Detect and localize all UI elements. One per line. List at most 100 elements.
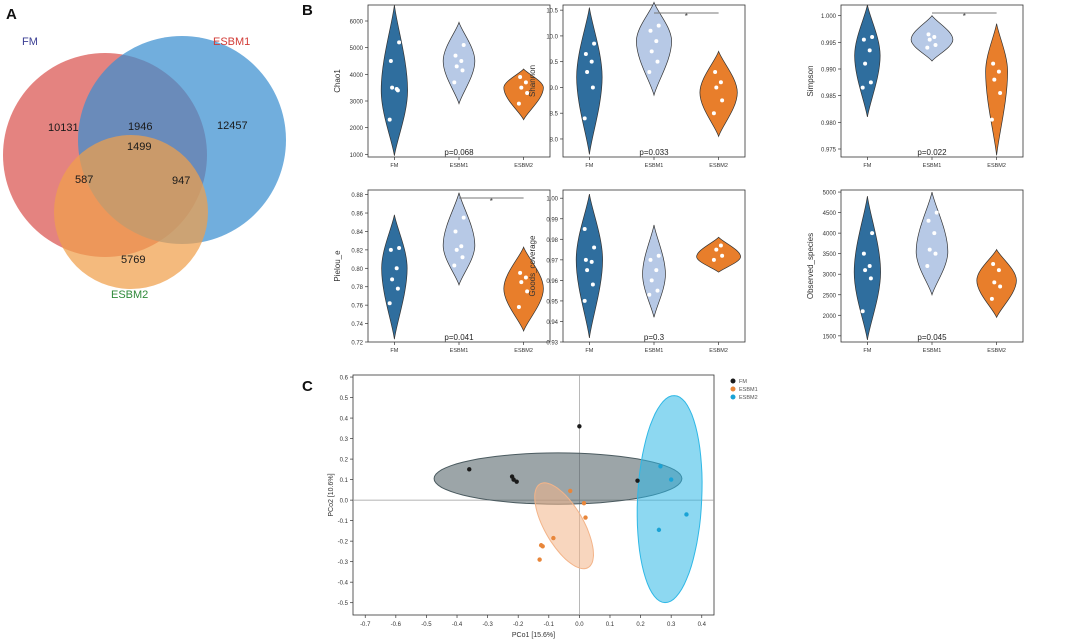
y-tick-label: 5000: [350, 46, 364, 52]
data-point: [926, 218, 931, 223]
x-tick-label: -0.5: [421, 622, 432, 628]
x-tick-label-esbm1: ESBM1: [923, 348, 942, 354]
data-point: [989, 117, 994, 122]
violin-fm: [853, 196, 881, 341]
venn-diagram: FM ESBM1 ESBM2 10131 12457 5769 1946 587 947 1499: [3, 36, 286, 301]
y-tick-label: 0.985: [821, 94, 837, 100]
x-tick-label-esbm1: ESBM1: [450, 348, 469, 354]
data-point: [592, 41, 597, 46]
x-tick-label: -0.4: [452, 622, 463, 628]
y-tick-label: 0.88: [351, 193, 363, 199]
y-tick-label: 0.3: [340, 437, 349, 443]
data-point: [720, 98, 725, 103]
data-point: [388, 59, 393, 63]
y-tick-label: -0.2: [338, 539, 349, 545]
data-point: [998, 284, 1003, 289]
point-esbm1: [551, 535, 556, 541]
point-esbm1: [537, 557, 542, 562]
violin-plot-observed-species: 1500 2000 2500 3000 3500 4000 4500 5000 Observed…: [806, 189, 1024, 354]
data-point: [397, 40, 402, 45]
venn-set-label-fm: FM: [22, 36, 38, 48]
y-tick-label: 0.93: [546, 341, 558, 347]
x-tick-label-fm: FM: [863, 348, 871, 354]
y-tick-label: 9.0: [550, 86, 559, 92]
y-tick-label: 0.96: [546, 279, 558, 285]
y-tick-label: 8.5: [550, 112, 559, 118]
data-point: [861, 251, 866, 256]
data-point: [589, 259, 594, 264]
x-tick-label: -0.1: [544, 622, 555, 628]
p-value: p=0.033: [639, 148, 669, 157]
y-tick-label: 6000: [350, 20, 364, 26]
data-point: [996, 69, 1001, 74]
point-fm: [577, 424, 582, 429]
panel-b-label: B: [302, 2, 313, 19]
x-tick-label-esbm1: ESBM1: [645, 163, 664, 169]
point-esbm1: [568, 488, 573, 494]
significance-star: *: [490, 197, 493, 206]
x-axis-label: PCo1 [15.6%]: [512, 632, 555, 639]
violin-esbm2: [985, 23, 1008, 156]
x-tick-label-fm: FM: [863, 163, 871, 169]
y-tick-label: 0.1: [340, 478, 349, 484]
point-fm: [635, 478, 640, 483]
data-point: [585, 268, 590, 273]
venn-count-esbm1-esbm2: 947: [172, 175, 190, 187]
legend-label-fm: FM: [739, 379, 747, 385]
y-tick-label: 2500: [823, 293, 837, 299]
violin-esbm2: [696, 236, 741, 273]
x-tick-label-esbm2: ESBM2: [987, 163, 1006, 169]
venn-set-label-esbm2: ESBM2: [111, 289, 148, 301]
y-tick-label: 0.4: [340, 416, 349, 422]
point-esbm2: [656, 527, 662, 533]
point-esbm1: [540, 544, 545, 549]
data-point: [868, 276, 873, 281]
data-point: [711, 111, 716, 116]
y-tick-label: 0.98: [546, 238, 558, 244]
violin-esbm1: [636, 1, 672, 97]
data-point: [394, 266, 399, 271]
violin-esbm1: [915, 191, 949, 296]
y-tick-label: 0.5: [340, 396, 349, 402]
data-point: [998, 91, 1003, 95]
venn-count-esbm1-only: 12457: [217, 120, 248, 132]
y-tick-label: 0.975: [821, 148, 837, 154]
data-point: [390, 277, 395, 282]
x-tick-label-esbm2: ESBM2: [709, 348, 728, 354]
pcoa-scatter: -0.7 -0.6 -0.5 -0.4 -0.3 -0.2 -0.1 0.0 0.1 0.2 0.3…: [328, 374, 758, 639]
x-tick-label: 0.0: [575, 622, 584, 628]
data-point: [454, 64, 459, 69]
data-point: [518, 270, 523, 275]
violin-esbm1: [910, 15, 954, 62]
data-point: [523, 80, 528, 85]
data-point: [590, 282, 595, 287]
data-point: [518, 75, 523, 79]
point-esbm2: [668, 477, 674, 482]
p-value: p=0.045: [917, 333, 947, 342]
data-point: [655, 59, 660, 64]
point-fm: [514, 479, 519, 484]
violin-esbm2: [503, 68, 544, 121]
data-point: [933, 251, 938, 256]
y-tick-label: 4000: [350, 73, 364, 79]
data-point: [582, 298, 587, 303]
legend-marker-esbm2: [730, 394, 736, 400]
venn-count-esbm2-only: 5769: [121, 254, 145, 266]
venn-set-label-esbm1: ESBM1: [213, 36, 250, 48]
data-point: [860, 85, 865, 90]
significance-star: *: [685, 12, 688, 21]
data-point: [388, 247, 393, 252]
y-tick-label: 5000: [823, 191, 837, 197]
data-point: [390, 85, 395, 90]
x-tick-label-esbm2: ESBM2: [514, 348, 533, 354]
violin-fm: [575, 194, 603, 338]
point-esbm1: [583, 515, 588, 520]
x-tick-label-esbm2: ESBM2: [709, 163, 728, 169]
data-point: [523, 275, 528, 280]
data-point: [648, 28, 653, 33]
data-point: [927, 37, 932, 42]
p-value: p=0.068: [444, 148, 474, 157]
ellipse-esbm1: [534, 482, 595, 570]
point-fm: [467, 467, 472, 472]
data-point: [453, 229, 458, 234]
